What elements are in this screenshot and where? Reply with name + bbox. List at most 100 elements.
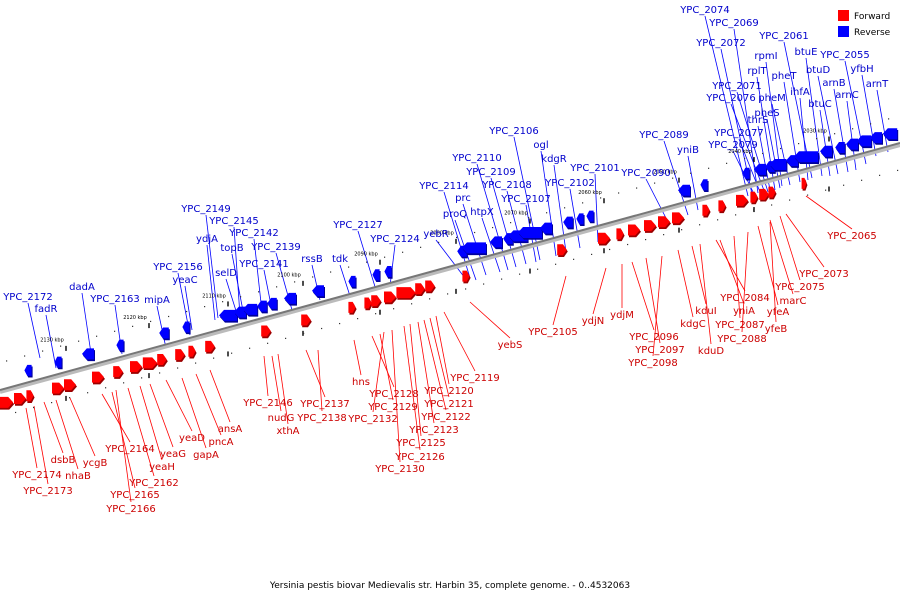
scale-dot <box>744 157 746 160</box>
scale-dot <box>762 152 764 155</box>
reverse-gene-connector <box>389 244 396 287</box>
forward-gene-connector <box>372 331 385 413</box>
scale-dot <box>114 330 116 332</box>
reverse-gene-label: selD <box>215 268 237 279</box>
scale-dot <box>240 296 242 298</box>
legend-swatch-reverse <box>838 26 849 37</box>
scale-dot <box>357 318 359 320</box>
reverse-feature <box>769 158 788 172</box>
reverse-feature <box>267 297 278 311</box>
reverse-gene-connector <box>645 178 669 223</box>
forward-gene-connector <box>779 215 801 281</box>
reverse-gene-label: thrS <box>748 115 769 126</box>
forward-gene-label: xthA <box>276 426 299 437</box>
scale-dot <box>150 320 152 323</box>
forward-feature <box>364 297 373 311</box>
forward-gene-connector <box>741 231 749 333</box>
reverse-gene-label: proQ <box>443 209 467 220</box>
scale-dot <box>267 342 269 344</box>
scale-dot <box>501 278 503 280</box>
scale-dot <box>420 246 422 248</box>
forward-gene-label: ansA <box>218 424 243 435</box>
forward-gene-label: nudG <box>268 413 295 424</box>
forward-gene-connector <box>165 379 193 432</box>
forward-feature <box>644 220 657 233</box>
reverse-gene-label: mipA <box>144 295 170 306</box>
scale-dot <box>483 283 485 285</box>
reverse-feature <box>116 339 125 353</box>
forward-gene-connector <box>69 397 96 457</box>
scale-dot <box>294 281 296 283</box>
reverse-gene-label: YPC_2069 <box>708 18 759 29</box>
scale-dot <box>879 174 881 176</box>
scale-dot <box>429 298 431 300</box>
reverse-gene-label: arnC <box>835 90 858 101</box>
forward-feature <box>425 280 436 294</box>
scale-dot <box>708 167 710 169</box>
forward-gene-connector <box>757 225 779 306</box>
forward-gene-connector <box>719 239 745 305</box>
scale-dot <box>402 251 404 253</box>
forward-gene-label: YPC_2122 <box>420 412 471 423</box>
reverse-gene-label: fadR <box>35 304 58 315</box>
reverse-gene-label: YPC_2114 <box>418 181 469 192</box>
scale-dot <box>168 315 170 318</box>
forward-gene-connector <box>423 319 447 411</box>
forward-gene-label: YPC_2146 <box>242 398 293 409</box>
reverse-gene-label: YPC_2076 <box>705 93 756 104</box>
reverse-gene-connector <box>45 314 57 369</box>
reverse-gene-label: dadA <box>69 282 95 293</box>
forward-gene-connector <box>195 373 222 436</box>
forward-gene-connector <box>55 399 79 470</box>
forward-gene-connector <box>111 391 136 489</box>
reverse-feature <box>586 210 595 224</box>
forward-feature <box>348 301 357 315</box>
reverse-gene-label: arnB <box>822 78 845 89</box>
scale-dot <box>798 142 800 145</box>
forward-gene-connector <box>101 393 131 443</box>
scale-dot <box>15 411 17 414</box>
reverse-gene-label: ydjA <box>196 234 218 245</box>
reverse-gene-label: YPC_2102 <box>544 178 595 189</box>
forward-gene-connector <box>263 355 269 397</box>
forward-gene-connector <box>631 261 655 331</box>
forward-gene-connector <box>127 387 155 477</box>
forward-gene-label: kdgC <box>680 319 705 330</box>
forward-feature <box>130 361 143 374</box>
reverse-gene-label: YPC_2106 <box>488 126 539 137</box>
forward-gene-connector <box>317 349 323 412</box>
scale-dot <box>438 241 440 243</box>
reverse-gene-label: prc <box>455 193 471 204</box>
scale-dot <box>78 340 80 342</box>
reverse-gene-label: YPC_2107 <box>500 194 551 205</box>
tick-label: 2050 kbp <box>653 169 677 175</box>
scale-dot <box>600 197 602 199</box>
forward-gene-connector <box>691 245 707 305</box>
reverse-gene-connector <box>339 264 351 297</box>
reverse-gene-label: YPC_2061 <box>758 31 809 42</box>
scale-dot <box>861 179 863 181</box>
legend-label-forward: Forward <box>854 12 890 22</box>
legend-label-reverse: Reverse <box>854 28 891 38</box>
scale-dot <box>105 387 107 389</box>
forward-gene-label: YPC_2121 <box>423 399 474 410</box>
scale-dot <box>222 301 224 303</box>
scale-dot <box>474 231 476 234</box>
forward-gene-label: YPC_2165 <box>109 490 160 501</box>
scale-dot <box>339 322 341 325</box>
reverse-gene-label: yniB <box>677 145 699 156</box>
scale-dot <box>258 291 260 293</box>
forward-feature <box>736 194 749 208</box>
forward-feature <box>52 382 65 396</box>
reverse-gene-label: rssB <box>301 254 323 265</box>
tick-label: 2110 kbp <box>202 293 226 299</box>
forward-feature <box>598 232 611 246</box>
reverse-gene-label: yebR <box>423 229 448 240</box>
scale-dot <box>636 187 638 189</box>
forward-gene-label: kduI <box>695 306 716 317</box>
reverse-feature <box>576 213 585 227</box>
scale-dot <box>195 362 197 364</box>
forward-feature <box>750 191 759 205</box>
tick-label: 2130 kbp <box>40 338 64 344</box>
scale-dot <box>627 243 629 246</box>
